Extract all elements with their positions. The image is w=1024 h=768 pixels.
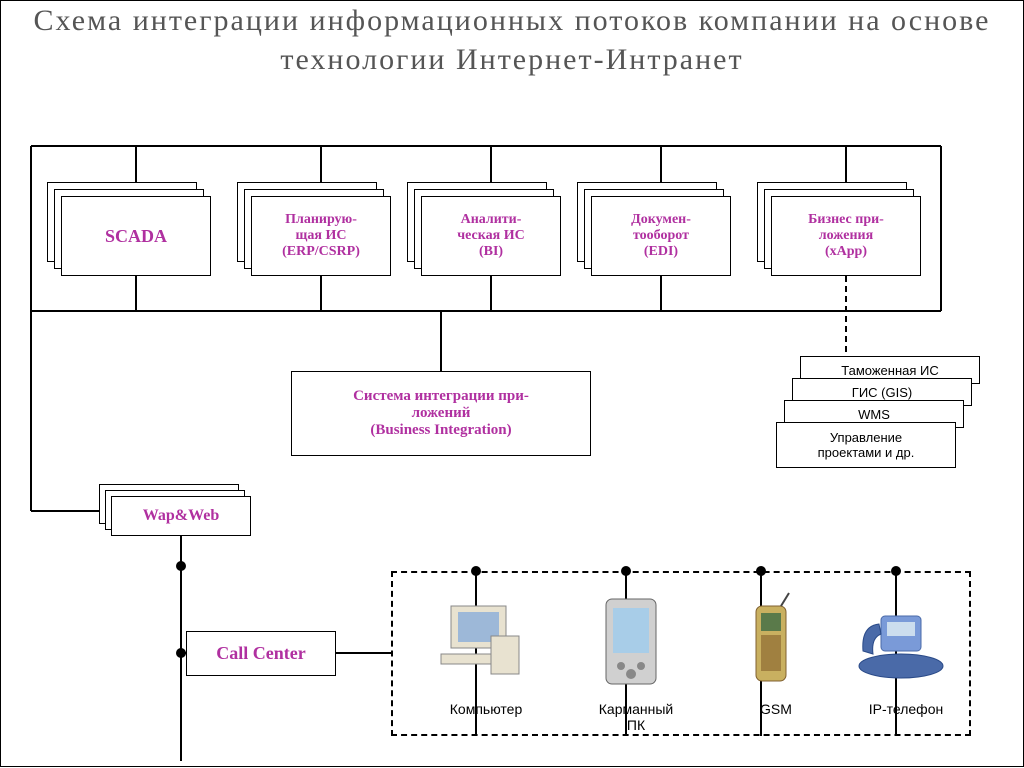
phone-icon bbox=[721, 591, 821, 691]
node-dot bbox=[756, 566, 766, 576]
device-label: GSM bbox=[721, 701, 831, 717]
node-dot bbox=[621, 566, 631, 576]
callcenter-label: Call Center bbox=[216, 643, 305, 664]
node-dot bbox=[176, 648, 186, 658]
page-title: Схема интеграции информационных потоков … bbox=[1, 1, 1023, 79]
system-doc: Бизнес при- ложения (xApp) bbox=[771, 196, 921, 276]
device-label: Компьютер bbox=[431, 701, 541, 717]
integration-label: Система интеграции при- ложений (Busines… bbox=[353, 388, 529, 439]
system-doc: Планирую- щая ИС (ERP/CSRP) bbox=[251, 196, 391, 276]
node-dot bbox=[176, 561, 186, 571]
callcenter-box: Call Center bbox=[186, 631, 336, 676]
system-doc: Аналити- ческая ИС (BI) bbox=[421, 196, 561, 276]
system-doc: Докумен- тооборот (EDI) bbox=[591, 196, 731, 276]
system-doc: SCADA bbox=[61, 196, 211, 276]
device-label: Карманный ПК bbox=[581, 701, 691, 733]
integration-box: Система интеграции при- ложений (Busines… bbox=[291, 371, 591, 456]
node-dot bbox=[891, 566, 901, 576]
wapweb-doc: Wap&Web bbox=[111, 496, 251, 536]
ipphone-icon bbox=[851, 591, 951, 691]
external-system: Управление проектами и др. bbox=[776, 422, 956, 468]
wapweb-label: Wap&Web bbox=[143, 507, 219, 525]
device-label: IP-телефон bbox=[851, 701, 961, 717]
pda-icon bbox=[581, 591, 681, 691]
pc-icon bbox=[431, 591, 531, 691]
node-dot bbox=[471, 566, 481, 576]
